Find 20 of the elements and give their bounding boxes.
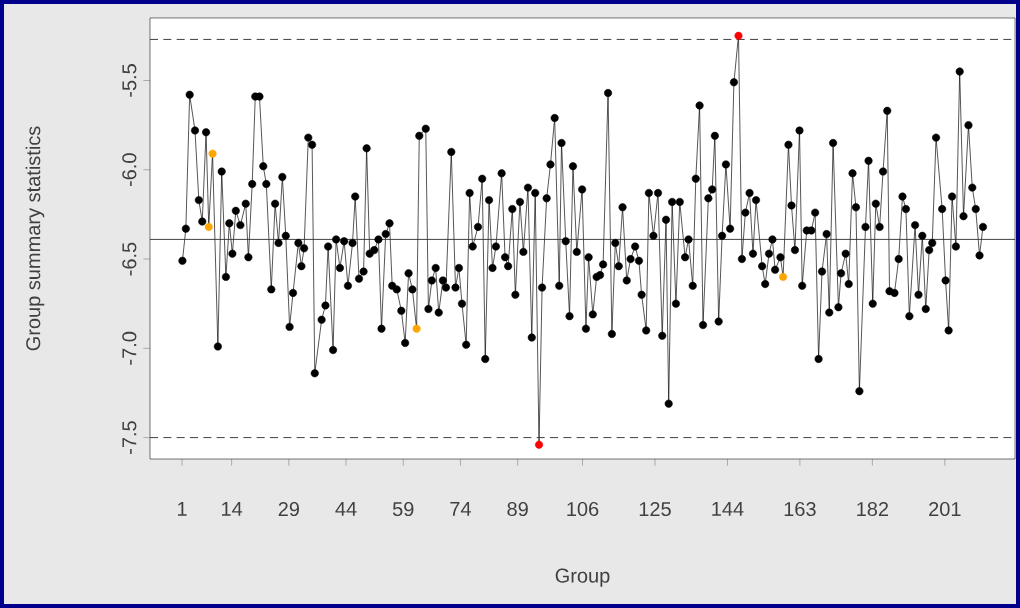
x-tick-label: 1 [178, 501, 187, 516]
y-tick-label: -6.0 [122, 153, 137, 187]
y-tick-label: -5.5 [122, 64, 137, 97]
x-tick-label: 74 [450, 501, 471, 516]
x-tick-label: 59 [392, 501, 414, 517]
y-tick-label: -6.5 [122, 242, 137, 276]
x-tick-label: 29 [278, 501, 299, 517]
x-axis-title: Group [555, 568, 610, 587]
y-axis-title: Group summary statistics [25, 126, 45, 351]
x-tick-label: 89 [507, 501, 528, 517]
x-tick-label: 44 [335, 501, 357, 516]
x-tick-label: 182 [857, 501, 889, 517]
x-tick-label: 144 [712, 501, 744, 516]
y-tick-label: -7.5 [122, 421, 137, 454]
x-tick-label: 106 [567, 501, 599, 517]
x-tick-label: 125 [639, 501, 671, 517]
y-tick-label: -7.0 [122, 331, 137, 365]
x-tick-label: 163 [784, 501, 816, 517]
x-tick-label: 201 [929, 501, 961, 517]
x-tick-label: 14 [222, 501, 243, 516]
